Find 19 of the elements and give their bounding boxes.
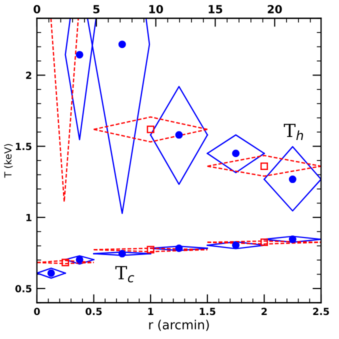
x2-tick-label: 15: [208, 5, 222, 14]
x-tick-label: 1: [148, 308, 154, 315]
x-tick-label: 0.5: [86, 308, 102, 316]
x-tick-label: 2.5: [313, 308, 329, 316]
x-tick-label: 1.5: [200, 308, 216, 316]
x-axis-title: r (arcmin): [149, 320, 209, 331]
y-tick-label: 2: [26, 72, 32, 79]
y-tick-label: 1.5: [16, 142, 32, 150]
x2-tick-label: 20: [268, 4, 282, 14]
annotation: T$_{c}$: [115, 266, 134, 282]
annotation: T$_{h}$: [284, 124, 304, 140]
y-tick-label: 1: [26, 214, 32, 222]
y-axis-title: T (keV): [4, 144, 13, 178]
x2-tick-label: 5: [93, 5, 100, 14]
y-tick-label: 0.5: [15, 284, 32, 292]
x-tick-label: 0: [34, 308, 40, 316]
x-tick-label: 2: [262, 308, 267, 315]
x2-tick-label: 10: [149, 4, 164, 14]
x2-tick-label: 0: [34, 4, 40, 14]
